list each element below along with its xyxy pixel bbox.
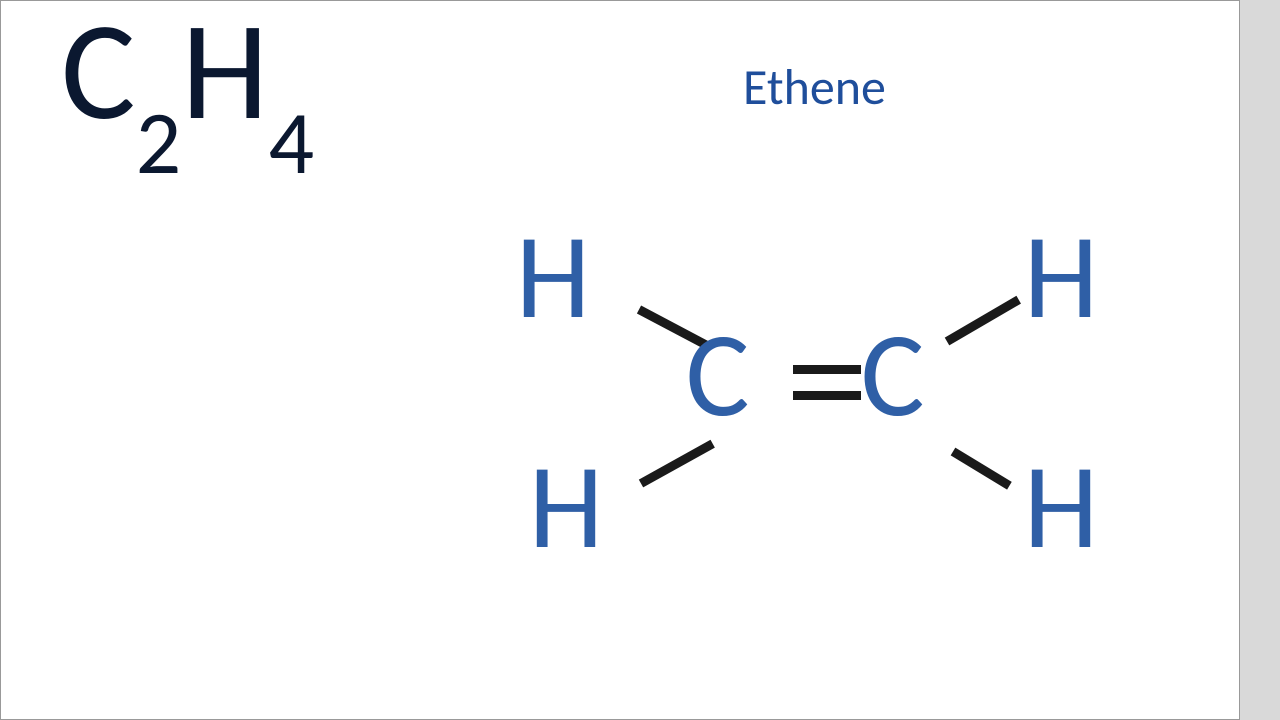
atom-label-h: H [1024, 447, 1099, 567]
atom-label-h: H [529, 447, 604, 567]
bond-line [951, 447, 1012, 489]
lewis-structure: CCHHHH [1, 1, 1239, 719]
atom-label-h: H [1024, 217, 1099, 337]
atom-label-c: C [861, 315, 925, 435]
bond-line [793, 391, 861, 400]
atom-label-h: H [516, 217, 591, 337]
bond-line [945, 295, 1022, 345]
bond-line [793, 365, 861, 374]
atom-label-c: C [686, 315, 750, 435]
slide-canvas: C2H4 Ethene CCHHHH [0, 0, 1240, 720]
